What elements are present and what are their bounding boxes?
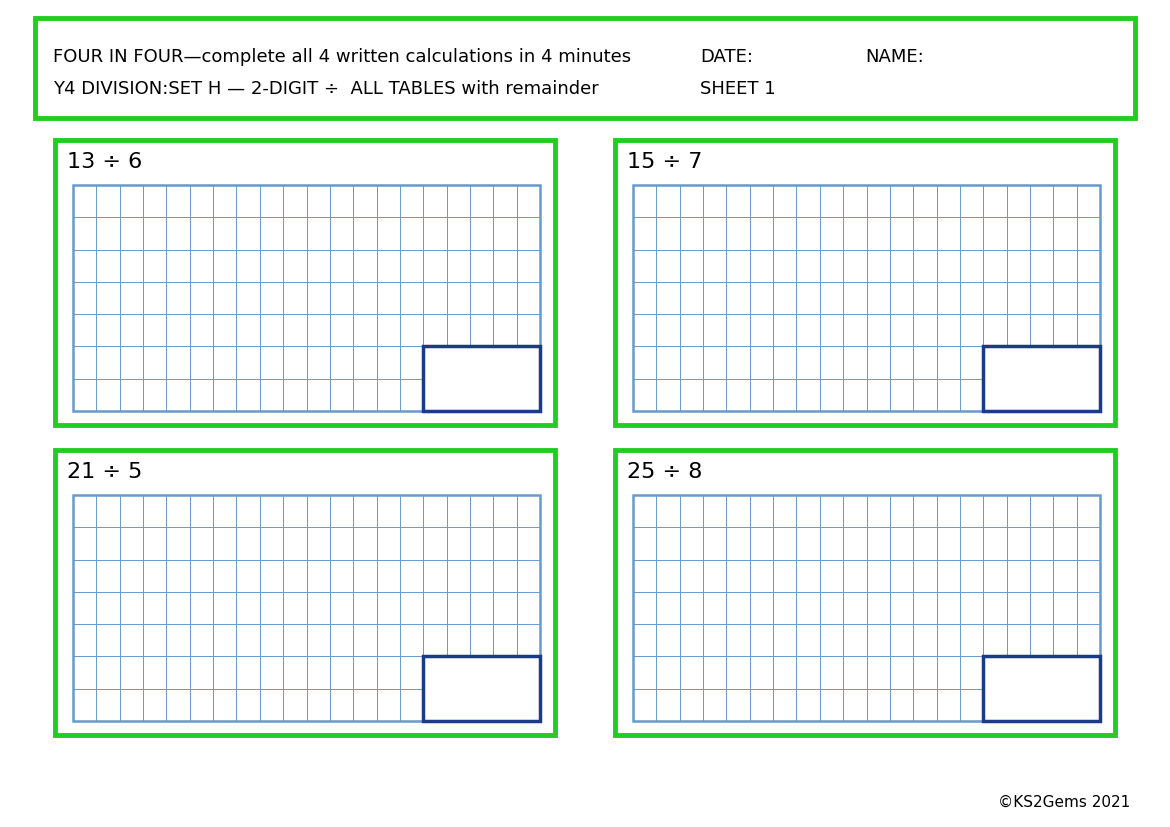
Text: 13 ÷ 6: 13 ÷ 6 <box>67 152 143 172</box>
Bar <box>424 347 541 411</box>
Text: NAME:: NAME: <box>865 48 924 66</box>
Bar <box>983 347 1100 411</box>
Text: ©KS2Gems 2021: ©KS2Gems 2021 <box>998 795 1130 810</box>
Text: FOUR IN FOUR—complete all 4 written calculations in 4 minutes: FOUR IN FOUR—complete all 4 written calc… <box>53 48 631 66</box>
Text: DATE:: DATE: <box>700 48 753 66</box>
Text: 21 ÷ 5: 21 ÷ 5 <box>67 462 143 482</box>
Bar <box>633 185 1100 411</box>
Bar <box>55 450 555 735</box>
Bar <box>983 657 1100 721</box>
Text: 15 ÷ 7: 15 ÷ 7 <box>627 152 702 172</box>
Bar <box>633 495 1100 721</box>
Bar <box>35 18 1135 118</box>
Text: Y4 DIVISION:SET H — 2-DIGIT ÷  ALL TABLES with remainder: Y4 DIVISION:SET H — 2-DIGIT ÷ ALL TABLES… <box>53 80 599 98</box>
Bar <box>55 140 555 425</box>
Bar <box>73 185 541 411</box>
Bar <box>424 657 541 721</box>
Text: SHEET 1: SHEET 1 <box>700 80 776 98</box>
Bar <box>615 450 1115 735</box>
Bar <box>615 140 1115 425</box>
Bar <box>73 495 541 721</box>
Text: 25 ÷ 8: 25 ÷ 8 <box>627 462 702 482</box>
